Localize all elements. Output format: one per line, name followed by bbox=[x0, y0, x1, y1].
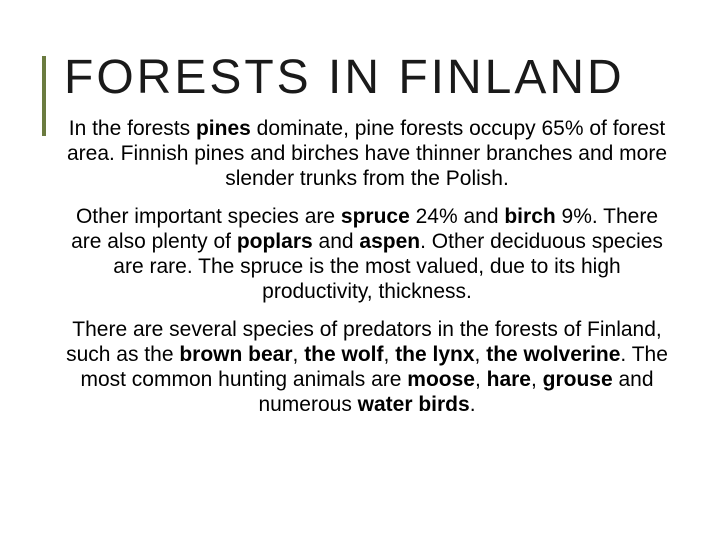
bold-text: the wolverine bbox=[486, 343, 620, 366]
slide-body: In the forests pines dominate, pine fore… bbox=[64, 117, 670, 417]
slide-title: FORESTS IN FINLAND bbox=[64, 50, 680, 105]
bold-text: birch bbox=[504, 205, 555, 228]
bold-text: aspen bbox=[359, 230, 420, 253]
bold-text: pines bbox=[196, 117, 251, 140]
bold-text: water birds bbox=[358, 393, 470, 416]
paragraph-1: In the forests pines dominate, pine fore… bbox=[64, 117, 670, 191]
paragraph-2: Other important species are spruce 24% a… bbox=[64, 205, 670, 304]
bold-text: hare bbox=[487, 368, 531, 391]
paragraph-3: There are several species of predators i… bbox=[64, 318, 670, 417]
bold-text: the lynx bbox=[395, 343, 474, 366]
bold-text: the wolf bbox=[304, 343, 383, 366]
bold-text: brown bear bbox=[179, 343, 292, 366]
bold-text: moose bbox=[407, 368, 475, 391]
bold-text: grouse bbox=[543, 368, 613, 391]
title-accent-bar bbox=[42, 56, 46, 136]
bold-text: poplars bbox=[237, 230, 313, 253]
bold-text: spruce bbox=[341, 205, 410, 228]
slide: FORESTS IN FINLAND In the forests pines … bbox=[0, 0, 720, 540]
